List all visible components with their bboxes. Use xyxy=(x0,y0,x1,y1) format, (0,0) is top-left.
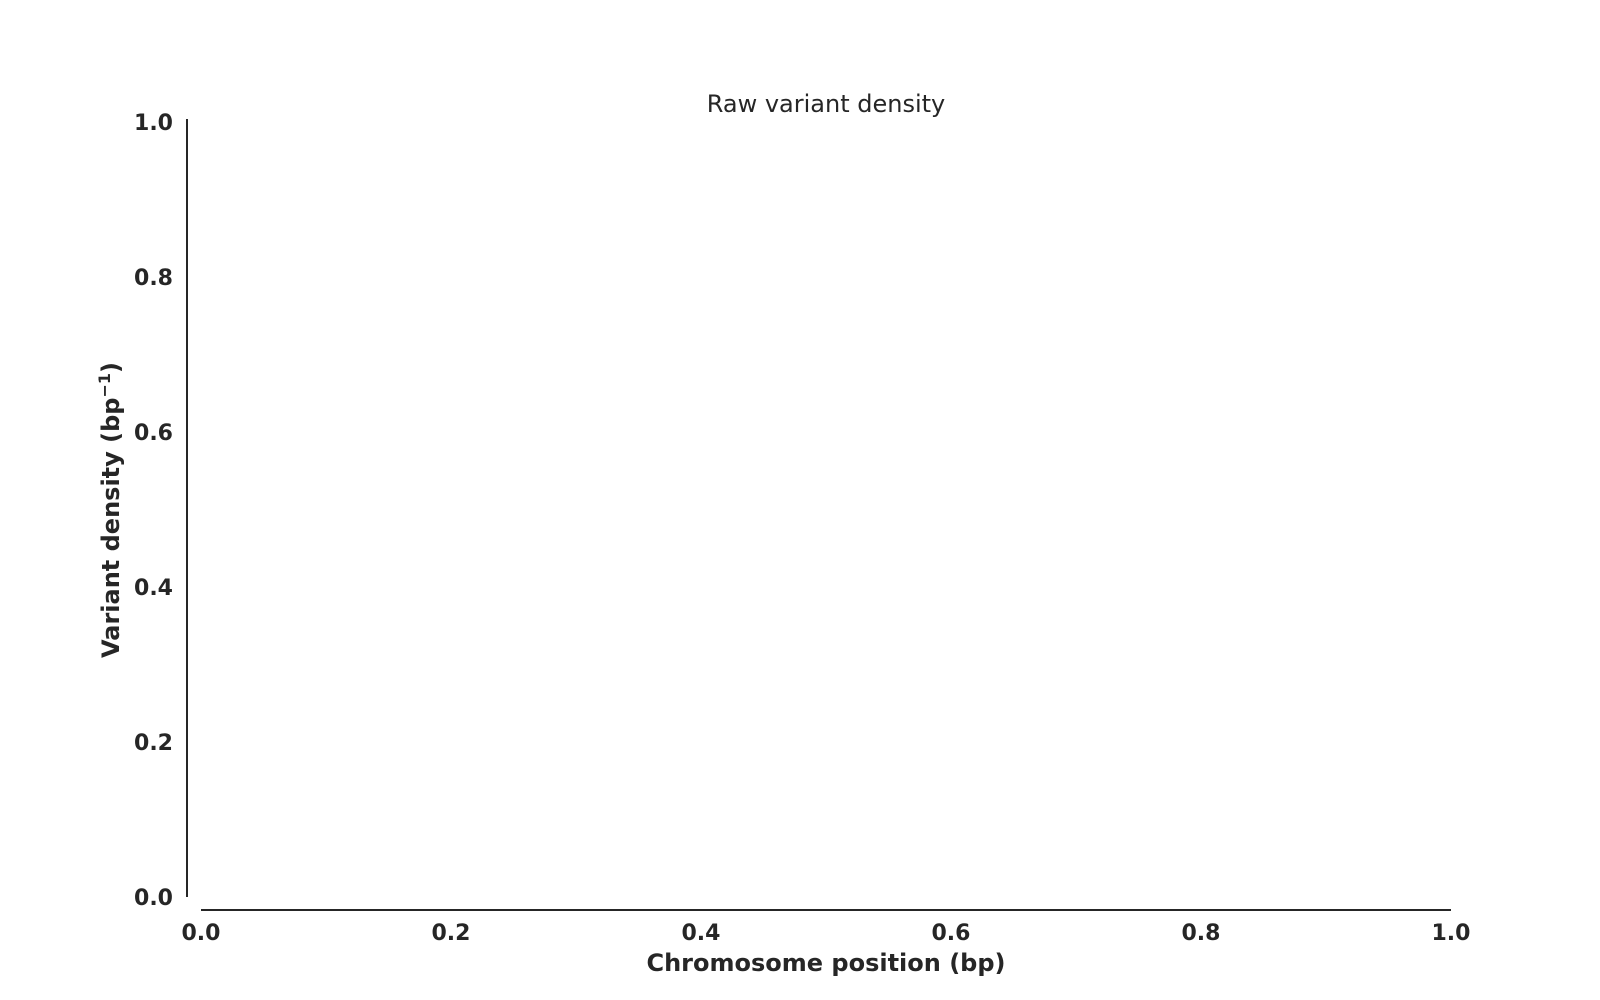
x-tick-label: 0.8 xyxy=(1182,921,1221,946)
y-axis-label: Variant density (bp−1) xyxy=(95,362,125,658)
y-tick-label: 0.2 xyxy=(134,731,173,756)
y-tick-label: 0.4 xyxy=(134,576,173,601)
x-tick-label: 0.4 xyxy=(682,921,721,946)
x-tick-label: 1.0 xyxy=(1432,921,1471,946)
y-axis-label-main: Variant density (bp xyxy=(97,398,125,658)
y-tick-labels: 0.0 0.2 0.4 0.6 0.8 1.0 xyxy=(134,111,173,911)
y-axis-label-superscript: −1 xyxy=(95,373,114,398)
chart-title: Raw variant density xyxy=(707,90,946,118)
x-tick-label: 0.0 xyxy=(182,921,221,946)
x-axis-label: Chromosome position (bp) xyxy=(646,949,1005,977)
y-tick-label: 0.8 xyxy=(134,266,173,291)
y-tick-label: 1.0 xyxy=(134,111,173,136)
y-tick-label: 0.0 xyxy=(134,886,173,911)
x-tick-label: 0.6 xyxy=(932,921,971,946)
x-tick-label: 0.2 xyxy=(432,921,471,946)
x-tick-labels: 0.0 0.2 0.4 0.6 0.8 1.0 xyxy=(182,921,1471,946)
y-axis-label-suffix: ) xyxy=(97,362,125,373)
y-tick-label: 0.6 xyxy=(134,421,173,446)
